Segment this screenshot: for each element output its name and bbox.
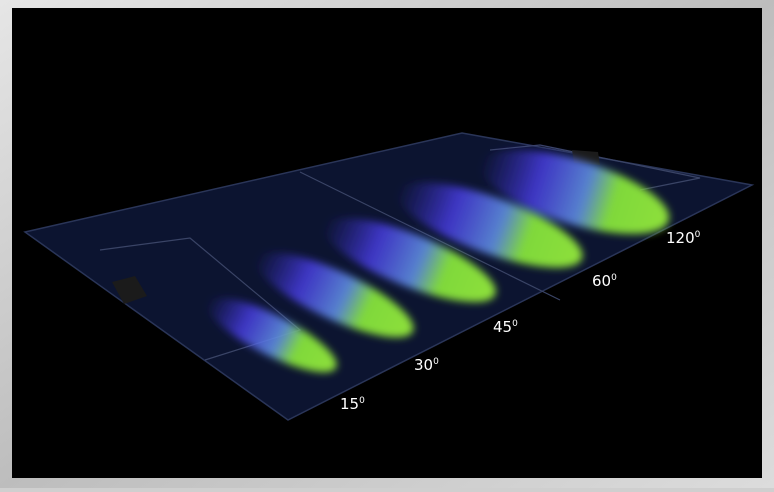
angle-value: 15	[340, 395, 359, 413]
beam	[324, 217, 496, 303]
beam	[207, 297, 337, 373]
angle-unit: 0	[359, 396, 365, 406]
angle-label: 1200	[666, 229, 701, 247]
beams	[207, 150, 670, 373]
angle-value: 45	[493, 318, 512, 336]
angle-unit: 0	[512, 319, 518, 329]
angle-value: 30	[414, 356, 433, 374]
angle-unit: 0	[611, 273, 617, 283]
goal	[112, 276, 147, 304]
beam	[480, 150, 670, 234]
beam	[397, 182, 583, 268]
beam	[256, 252, 414, 338]
angle-unit: 0	[433, 357, 439, 367]
angle-value: 60	[592, 272, 611, 290]
angle-label: 150	[340, 395, 365, 413]
angle-label: 600	[592, 272, 617, 290]
angle-labels: 150 300 450 600 1200	[340, 229, 701, 413]
angle-unit: 0	[695, 230, 701, 240]
angle-label: 300	[414, 356, 439, 374]
angle-value: 120	[666, 229, 695, 247]
angle-label: 450	[493, 318, 518, 336]
